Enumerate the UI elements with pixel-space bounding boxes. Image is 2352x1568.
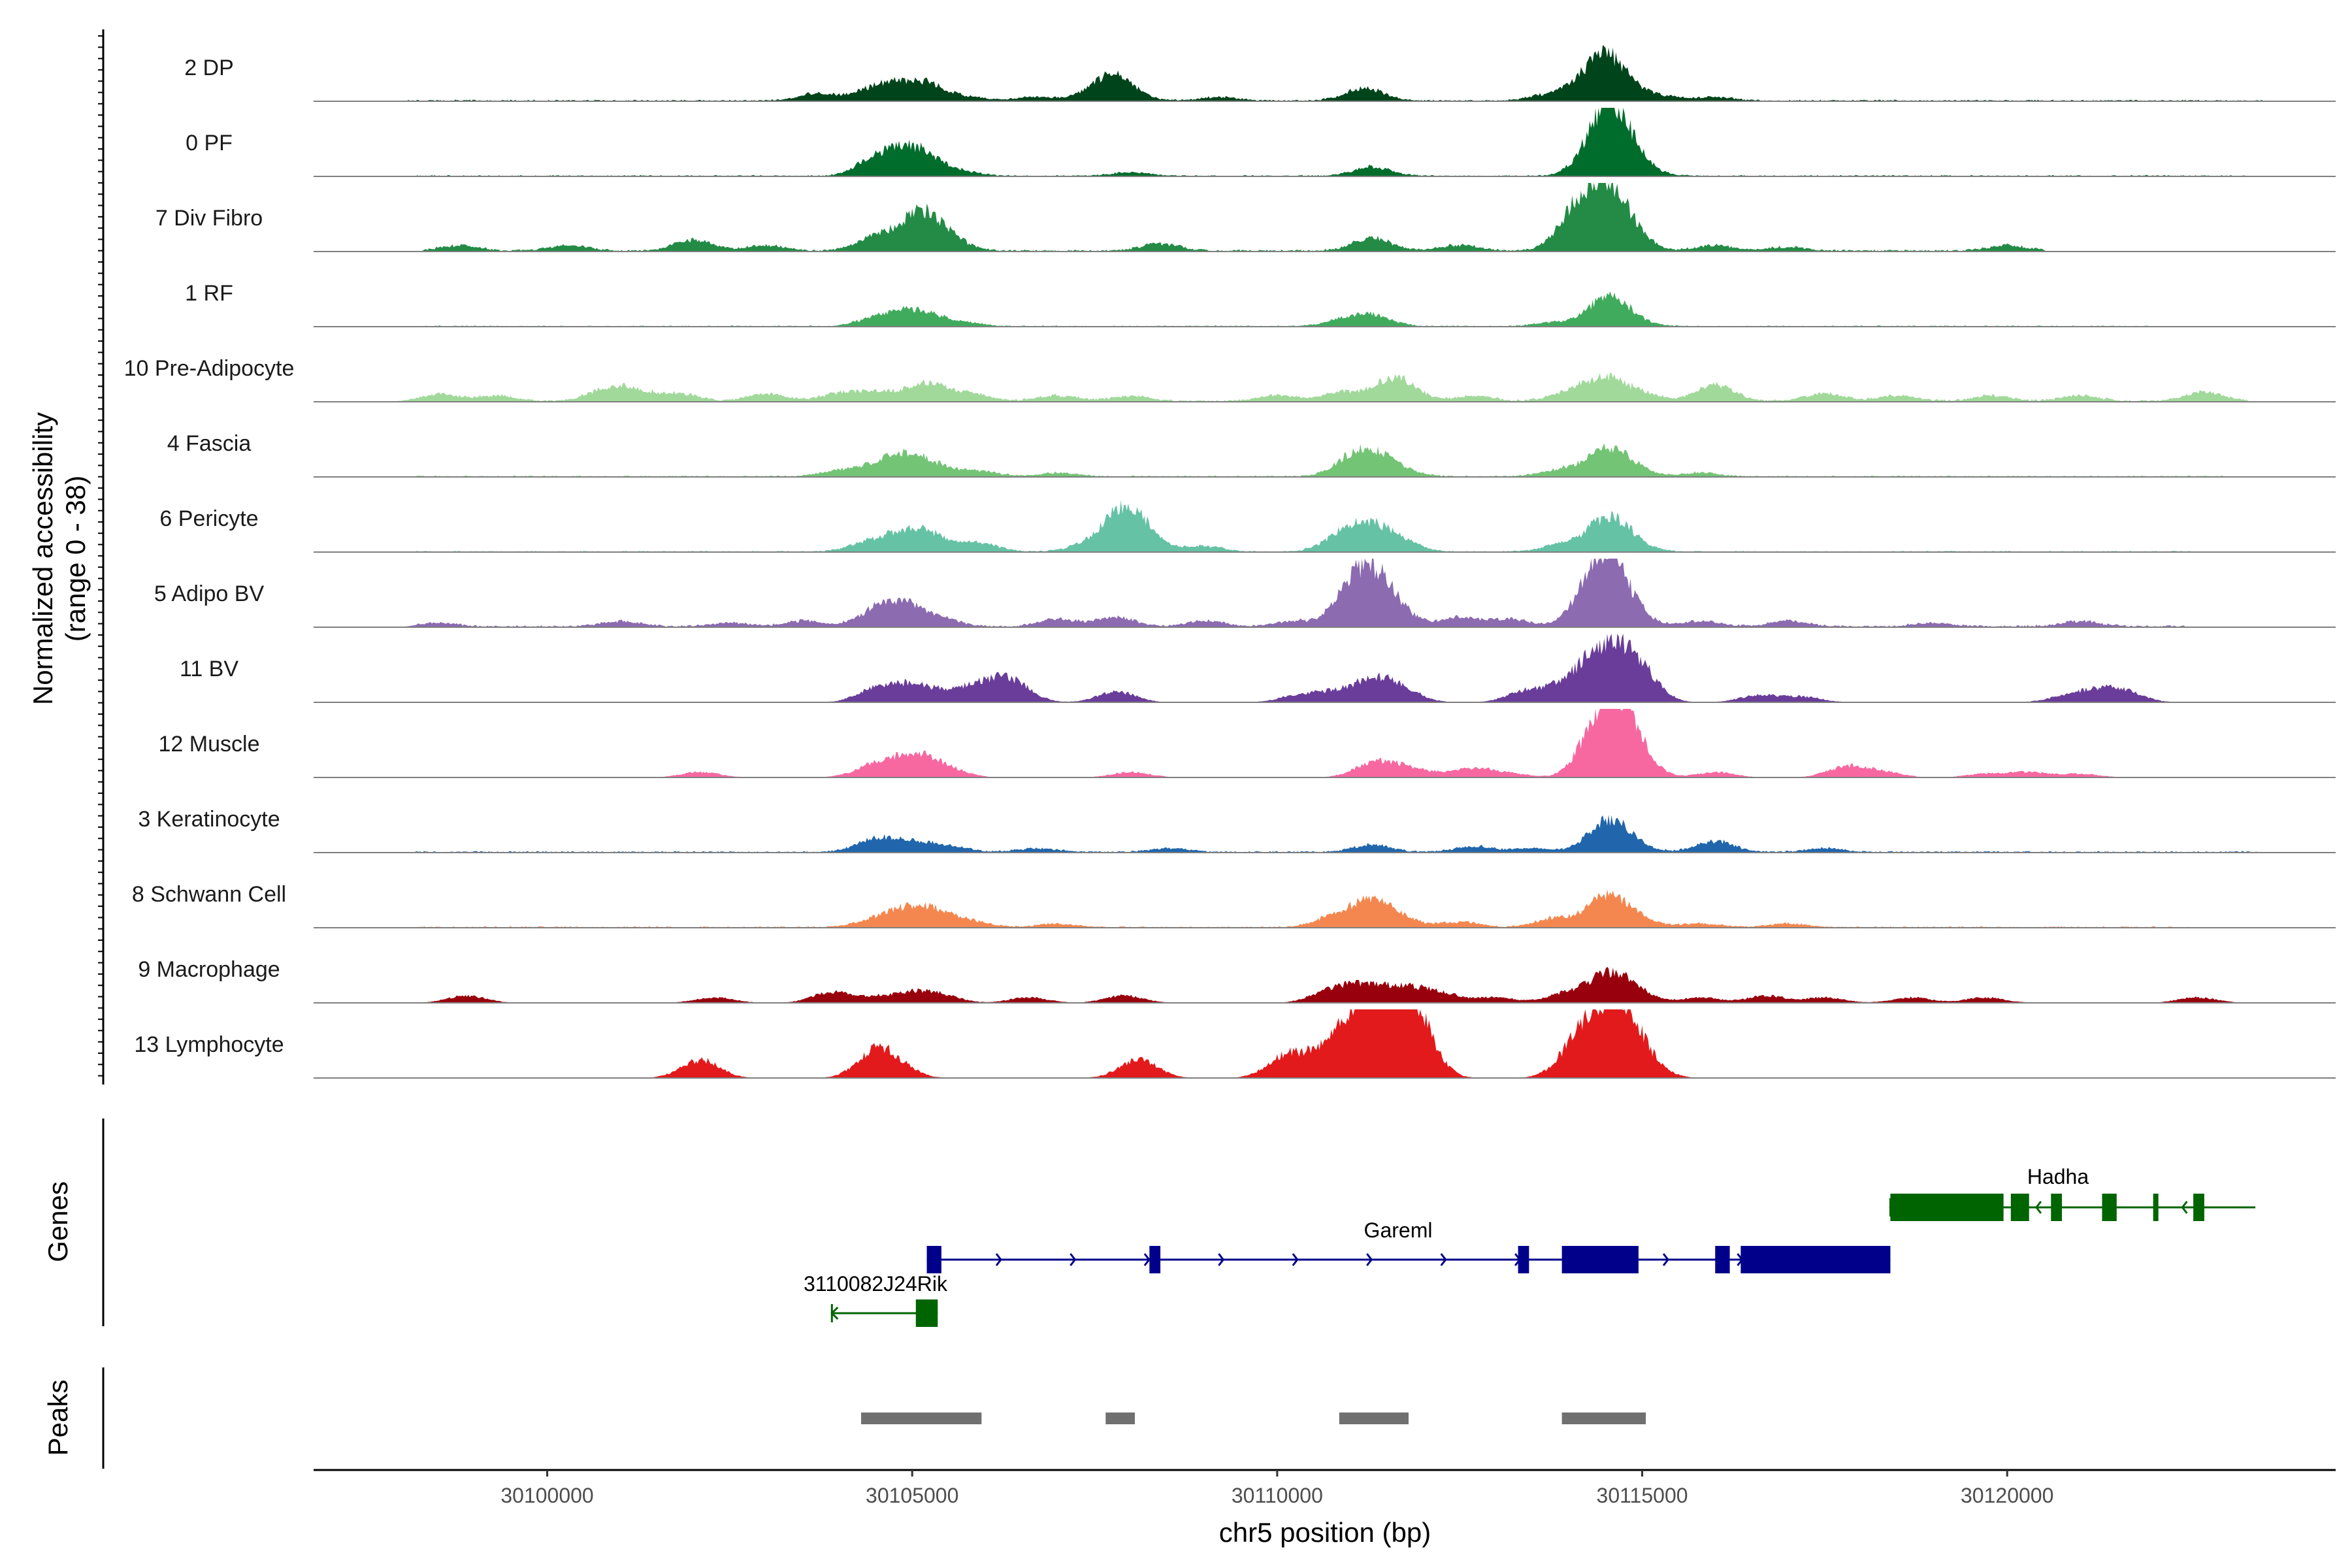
strand-arrow: [2181, 1201, 2188, 1214]
exon: [915, 1299, 938, 1327]
coverage-area-6: [314, 500, 2336, 552]
coverage-area-13: [314, 1009, 2336, 1078]
peak-region: [1339, 1413, 1409, 1424]
x-tick-label: 30120000: [1961, 1484, 2053, 1507]
coverage-area-10: [314, 815, 2336, 853]
track-label: 1 RF: [185, 281, 233, 306]
exon: [1890, 1194, 2004, 1221]
exon: [926, 1246, 941, 1273]
gene-Hadha: Hadha: [1889, 1165, 2256, 1221]
gene-label: Hadha: [2027, 1165, 2089, 1188]
gene-track: Gareml 3110082J24Rik Hadha: [804, 1165, 2256, 1327]
peak-track: [860, 1413, 1646, 1424]
coverage-area-7: [314, 559, 2336, 627]
coverage-area-1: [314, 108, 2336, 176]
exon: [2102, 1194, 2117, 1221]
strand-arrow: [995, 1253, 1002, 1266]
exon: [2051, 1194, 2063, 1221]
coverage-area-3: [314, 291, 2336, 327]
x-tick-label: 30110000: [1232, 1484, 1323, 1507]
coverage-area-11: [314, 889, 2336, 928]
exon: [1149, 1246, 1161, 1273]
exon: [1740, 1246, 1891, 1273]
coverage-area-9: [314, 709, 2336, 777]
track-label: 2 DP: [184, 56, 234, 80]
x-axis: 30100000 30105000 30110000 30115000 30120000: [314, 1469, 2336, 1507]
genes-axis-title: Genes: [42, 1181, 73, 1262]
peak-region: [860, 1413, 982, 1424]
track-labels: 2 DP 0 PF 7 Div Fibro 1 RF 10 Pre-Adipocyte 4…: [124, 56, 295, 1057]
coverage-area-8: [314, 634, 2336, 702]
exon: [1715, 1246, 1730, 1273]
y-axis-title-line2: (range 0 - 38): [60, 476, 91, 642]
peak-region: [1105, 1413, 1135, 1424]
coverage-area-2: [314, 183, 2336, 252]
exon: [2193, 1194, 2204, 1221]
y-axis-title-line1: Normalized accessibility: [27, 412, 58, 705]
gene-label: Gareml: [1364, 1218, 1433, 1242]
coverage-tracks: [314, 45, 2336, 1079]
strand-arrow: [1292, 1253, 1299, 1266]
strand-arrow: [1143, 1253, 1151, 1266]
peak-region: [1561, 1413, 1646, 1424]
strand-arrow: [1218, 1253, 1225, 1266]
coverage-area-0: [314, 45, 2336, 101]
exon: [2010, 1194, 2029, 1221]
x-axis-title: chr5 position (bp): [1219, 1517, 1431, 1548]
track-label: 6 Pericyte: [159, 506, 258, 531]
x-tick-label: 30115000: [1597, 1484, 1688, 1507]
x-tick-label: 30105000: [866, 1484, 958, 1507]
strand-arrow: [1440, 1253, 1447, 1266]
track-label: 7 Div Fibro: [155, 206, 263, 231]
track-label: 10 Pre-Adipocyte: [124, 356, 295, 381]
gene-Gareml: Gareml: [926, 1218, 1891, 1273]
x-tick-label: 30100000: [500, 1484, 593, 1507]
track-label: 4 Fascia: [167, 431, 252, 456]
track-label: 0 PF: [186, 131, 233, 155]
strand-arrow: [1662, 1253, 1669, 1266]
coverage-area-5: [314, 443, 2336, 477]
track-label: 5 Adipo BV: [154, 581, 265, 606]
exon: [2153, 1194, 2159, 1221]
coverage-area-4: [314, 372, 2336, 402]
track-label: 9 Macrophage: [138, 957, 280, 982]
peaks-axis-title: Peaks: [42, 1380, 73, 1456]
exon: [1561, 1246, 1639, 1273]
gene-label: 3110082J24Rik: [804, 1272, 948, 1296]
track-label: 11 BV: [180, 657, 238, 681]
gene-3110082J24Rik: 3110082J24Rik: [804, 1272, 948, 1327]
strand-arrow: [2034, 1201, 2042, 1214]
track-label: 3 Keratinocyte: [138, 807, 280, 832]
track-label: 13 Lymphocyte: [134, 1032, 284, 1057]
track-label: 8 Schwann Cell: [132, 882, 286, 907]
track-label: 12 Muscle: [159, 732, 260, 757]
coverage-area-12: [314, 966, 2336, 1003]
strand-arrow: [1366, 1253, 1373, 1266]
strand-arrow: [1070, 1253, 1077, 1266]
exon: [1518, 1246, 1529, 1273]
left-axis: [98, 29, 105, 1469]
